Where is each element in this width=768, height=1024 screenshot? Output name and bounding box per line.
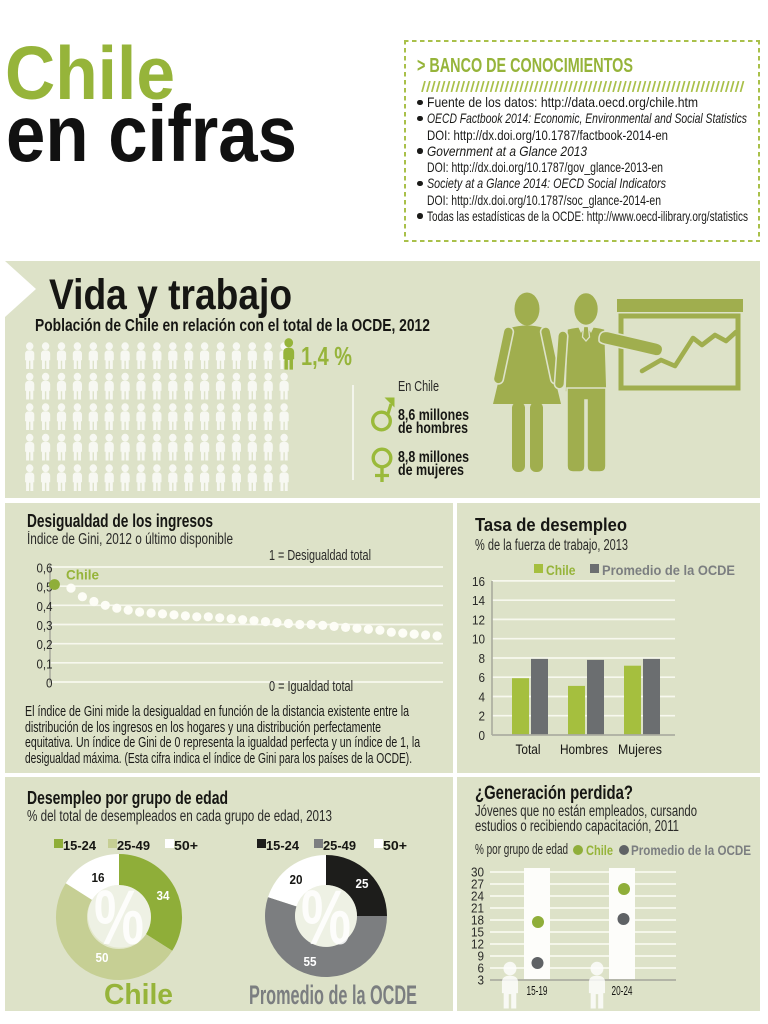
- svg-text:0: 0: [46, 677, 53, 691]
- svg-text:10: 10: [472, 633, 485, 647]
- svg-text:6: 6: [478, 961, 485, 975]
- svg-text:20-24: 20-24: [612, 984, 633, 998]
- svg-text:0,3: 0,3: [37, 619, 53, 633]
- svg-text:Chile: Chile: [66, 568, 99, 583]
- svg-text:14: 14: [472, 594, 485, 608]
- svg-text:2: 2: [479, 710, 486, 724]
- svg-text:34: 34: [157, 889, 170, 903]
- svg-text:15: 15: [471, 925, 484, 939]
- svg-text:21: 21: [471, 901, 484, 915]
- svg-text:12: 12: [471, 937, 484, 951]
- svg-text:18: 18: [471, 913, 484, 927]
- svg-text:0: 0: [479, 729, 486, 743]
- svg-text:25: 25: [356, 877, 369, 891]
- svg-text:Hombres: Hombres: [560, 741, 608, 757]
- svg-text:0,2: 0,2: [37, 638, 53, 652]
- svg-text:50: 50: [96, 951, 109, 965]
- svg-text:6: 6: [479, 671, 486, 685]
- svg-text:30: 30: [471, 865, 484, 879]
- svg-text:0,4: 0,4: [37, 600, 53, 614]
- svg-text:20: 20: [290, 873, 303, 887]
- svg-text:9: 9: [478, 949, 485, 963]
- svg-text:Mujeres: Mujeres: [618, 741, 662, 757]
- svg-text:3: 3: [478, 973, 485, 987]
- svg-text:12: 12: [472, 613, 485, 627]
- svg-text:16: 16: [92, 871, 105, 885]
- svg-text:27: 27: [471, 877, 484, 891]
- svg-text:15-19: 15-19: [527, 984, 548, 998]
- svg-text:24: 24: [471, 889, 484, 903]
- svg-text:0,5: 0,5: [37, 581, 53, 595]
- svg-text:%: %: [301, 875, 351, 961]
- svg-text:16: 16: [472, 575, 485, 589]
- svg-text:55: 55: [304, 955, 317, 969]
- svg-text:0,1: 0,1: [37, 657, 53, 671]
- svg-text:4: 4: [479, 691, 486, 705]
- svg-text:Total: Total: [516, 741, 541, 757]
- svg-text:0,6: 0,6: [37, 562, 53, 576]
- svg-text:%: %: [94, 875, 144, 961]
- svg-text:8: 8: [479, 652, 486, 666]
